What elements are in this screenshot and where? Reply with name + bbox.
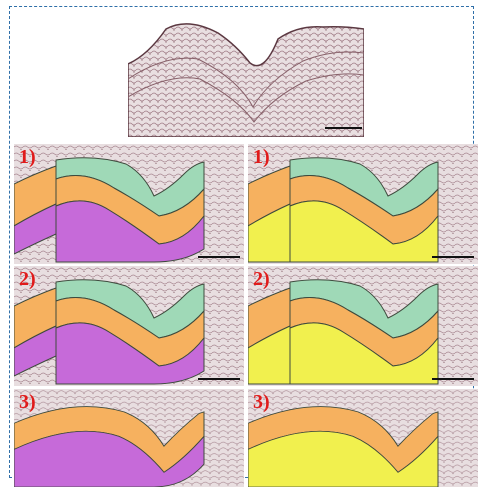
- panel-label: 3): [19, 391, 36, 413]
- panel-label: 2): [19, 268, 36, 290]
- panel-label: 2): [253, 268, 270, 290]
- panel-left-3: 3): [14, 389, 244, 487]
- panel-right-2: 2): [248, 266, 478, 386]
- panel-label: 3): [253, 391, 270, 413]
- panel-label: 1): [19, 146, 36, 168]
- panel-right-1: 1): [248, 144, 478, 264]
- scale-bar-top: [325, 127, 362, 129]
- scale-bar: [432, 256, 474, 258]
- scale-bar: [432, 378, 474, 380]
- panel-left-2: 2): [14, 266, 244, 386]
- seismic-section-top: [128, 23, 364, 137]
- scale-bar: [198, 378, 240, 380]
- panel-label: 1): [253, 146, 270, 168]
- scale-bar: [198, 256, 240, 258]
- panel-right-3: 3): [248, 389, 478, 487]
- panel-left-1: 1): [14, 144, 244, 264]
